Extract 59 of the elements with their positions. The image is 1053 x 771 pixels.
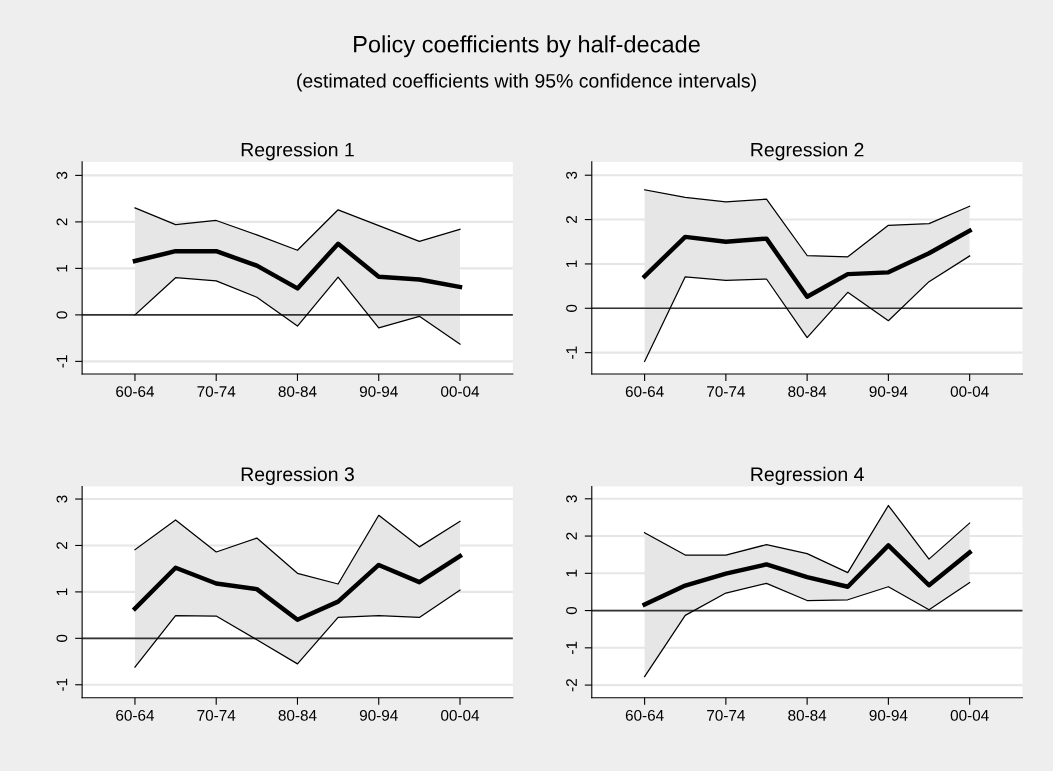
- line-series: [643, 255, 971, 363]
- x-tick-label: 90-94: [359, 709, 398, 721]
- x-tick-label: 60-64: [625, 386, 664, 397]
- y-tick-label: -2: [566, 679, 577, 692]
- x-tick-label: 80-84: [278, 386, 317, 397]
- line-series: [134, 276, 461, 345]
- line-series: [642, 228, 972, 299]
- x-tick-label: 00-04: [441, 709, 480, 721]
- y-tick-label: 1: [566, 569, 577, 577]
- x-tick-label: 60-64: [625, 709, 664, 721]
- x-tick-label: 00-04: [950, 709, 989, 721]
- y-tick-label: 0: [566, 606, 577, 615]
- y-tick-label: -1: [566, 641, 577, 654]
- chart-title: Regression 3: [241, 466, 354, 485]
- y-tick-label: -1: [56, 678, 68, 691]
- x-tick-label: 70-74: [197, 709, 236, 721]
- y-tick-label: 1: [56, 588, 68, 595]
- y-tick-label: 1: [566, 260, 577, 268]
- y-tick-label: 2: [56, 541, 68, 549]
- y-tick-label: 3: [56, 495, 68, 503]
- line-series: [642, 543, 972, 607]
- y-tick-label: 1: [56, 264, 68, 272]
- y-tick-label: 0: [566, 304, 577, 312]
- y-tick-label: 2: [56, 218, 68, 226]
- y-tick-label: 0: [56, 311, 68, 319]
- y-tick-label: 2: [566, 216, 577, 224]
- x-tick-label: 80-84: [788, 386, 827, 397]
- line-series: [134, 514, 461, 585]
- line-series: [132, 241, 463, 291]
- x-tick-label: 70-74: [707, 386, 745, 397]
- y-tick-label: -1: [566, 346, 577, 359]
- chart-title: Regression 2: [751, 142, 864, 161]
- y-tick-label: 3: [566, 495, 577, 503]
- y-tick-label: 3: [56, 171, 68, 180]
- text: (estimated coefficients with 95% confidence intervals): [297, 73, 756, 92]
- line-series: [134, 589, 461, 668]
- y-tick-label: -1: [56, 355, 68, 368]
- x-tick-label: 00-04: [441, 386, 480, 397]
- text: Policy coefficients by half-decade: [354, 35, 700, 58]
- x-tick-label: 70-74: [197, 386, 236, 397]
- x-tick-label: 60-64: [116, 386, 155, 397]
- x-tick-label: 90-94: [869, 386, 908, 397]
- x-tick-label: 90-94: [359, 386, 398, 397]
- x-tick-label: 80-84: [788, 709, 827, 721]
- x-tick-label: 60-64: [116, 709, 155, 721]
- line-series: [134, 207, 461, 251]
- line-series: [643, 504, 971, 574]
- y-tick-label: 3: [566, 171, 577, 179]
- line-series: [643, 189, 971, 258]
- y-tick-label: 2: [566, 532, 577, 540]
- y-tick-label: 0: [56, 634, 68, 642]
- chart-title: Regression 1: [241, 142, 354, 161]
- line-series: [643, 582, 971, 678]
- chart-title: Regression 4: [751, 466, 864, 485]
- x-tick-label: 70-74: [707, 709, 745, 721]
- x-tick-label: 00-04: [950, 386, 989, 397]
- line-series: [132, 553, 463, 622]
- x-tick-label: 90-94: [869, 709, 908, 721]
- x-tick-label: 80-84: [278, 709, 317, 721]
